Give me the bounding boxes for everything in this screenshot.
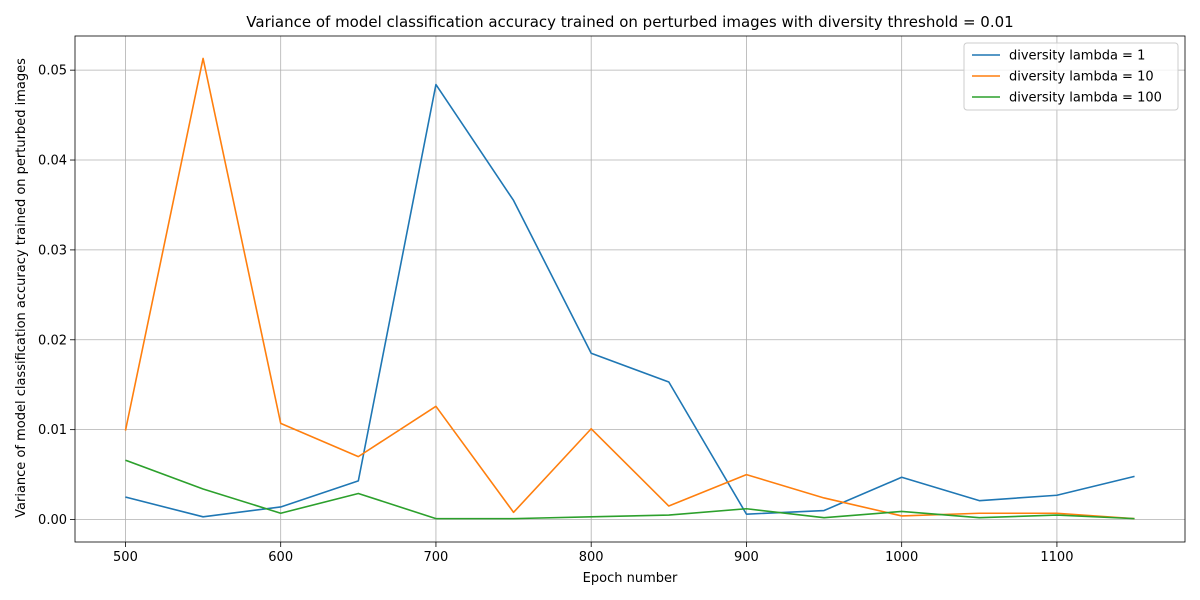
legend-box <box>963 42 1179 111</box>
x-tick-label: 500 <box>113 550 138 565</box>
legend: diversity lambda = 1 diversity lambda = 1… <box>963 42 1179 111</box>
y-tick-label: 0.00 <box>38 513 67 528</box>
y-axis-title: Variance of model classification accurac… <box>14 58 29 518</box>
series-line-2 <box>124 57 1135 520</box>
x-tick-label: 600 <box>268 550 293 565</box>
x-axis-title: Epoch number <box>583 571 678 586</box>
y-tick-label: 0.04 <box>38 154 67 169</box>
x-tick-label: 1100 <box>1040 550 1073 565</box>
plot-area-frame <box>74 35 1186 543</box>
legend-label: diversity lambda = 1 <box>1009 49 1145 64</box>
series-line-3 <box>125 459 1135 520</box>
y-tick-label: 0.02 <box>38 333 67 348</box>
series-line-1 <box>125 83 1135 518</box>
x-axis-ticks: 500 600 700 800 900 1000 1100 <box>113 542 1073 565</box>
x-tick-label: 700 <box>424 550 449 565</box>
x-tick-label: 1000 <box>885 550 918 565</box>
y-tick-label: 0.05 <box>38 64 67 79</box>
chart-title: Variance of model classification accurac… <box>246 13 1013 31</box>
legend-label: diversity lambda = 100 <box>1009 91 1162 106</box>
legend-label: diversity lambda = 10 <box>1009 70 1154 85</box>
y-tick-label: 0.01 <box>38 423 67 438</box>
y-axis-ticks: 0.00 0.01 0.02 0.03 0.04 0.05 <box>38 64 75 528</box>
grid-lines <box>75 36 1185 542</box>
x-tick-label: 800 <box>579 550 604 565</box>
series-lines <box>124 57 1135 520</box>
y-tick-label: 0.03 <box>38 243 67 258</box>
x-tick-label: 900 <box>734 550 759 565</box>
